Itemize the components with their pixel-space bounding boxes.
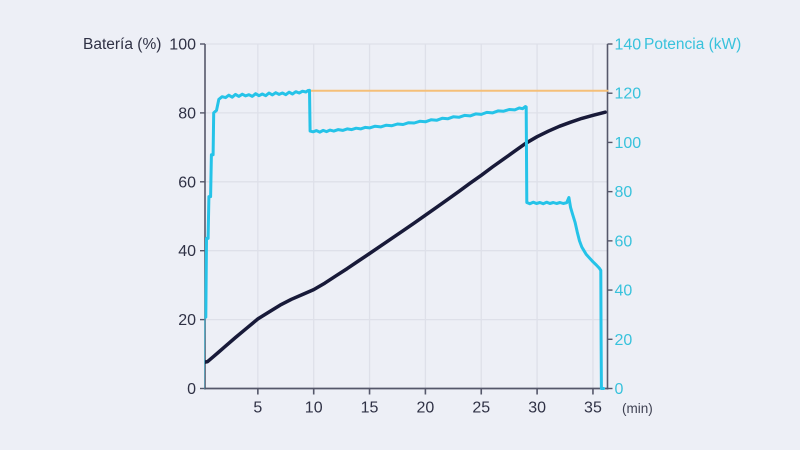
y-right-tick-label: 60 (615, 233, 633, 250)
y-right-tick-label: 0 (615, 381, 624, 398)
x-axis-unit-label: (min) (622, 401, 653, 416)
x-tick-label: 20 (417, 400, 435, 417)
x-tick-label: 25 (472, 400, 490, 417)
y-left-tick-label: 40 (178, 243, 196, 260)
y-right-tick-label: 100 (615, 135, 642, 152)
right-axis-title: Potencia (kW) (644, 36, 741, 53)
tick-labels: 0 20 40 60 80 100 0 20 40 60 80 100 120 140 5 10 15 20 25 3… (169, 37, 641, 417)
y-right-tick-label: 40 (615, 283, 633, 300)
axes (200, 43, 613, 395)
series-potencia (204, 88, 606, 390)
x-tick-label: 30 (528, 400, 546, 417)
y-left-tick-label: 0 (187, 381, 196, 398)
left-axis-title: Batería (%) (83, 36, 161, 53)
y-left-tick-label: 80 (178, 105, 196, 122)
x-tick-label: 35 (584, 400, 602, 417)
y-right-tick-label: 140 (615, 37, 642, 54)
series-lines (204, 88, 609, 390)
y-right-tick-label: 120 (615, 86, 642, 103)
x-tick-label: 10 (305, 400, 323, 417)
x-tick-label: 15 (361, 400, 379, 417)
gridlines (205, 43, 608, 388)
y-left-tick-label: 20 (178, 312, 196, 329)
x-tick-label: 5 (253, 400, 262, 417)
y-right-tick-label: 80 (615, 184, 633, 201)
y-left-tick-label: 100 (169, 37, 196, 54)
y-right-tick-label: 20 (615, 332, 633, 349)
series-bateria (204, 110, 607, 364)
y-left-tick-label: 60 (178, 174, 196, 191)
